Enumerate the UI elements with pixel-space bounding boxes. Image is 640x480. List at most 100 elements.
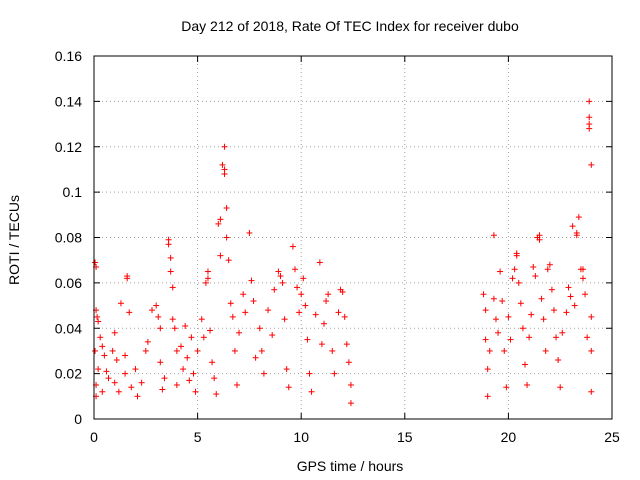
data-point <box>331 370 338 377</box>
data-point <box>511 266 518 273</box>
data-point <box>542 347 549 354</box>
data-point <box>339 288 346 295</box>
data-point <box>586 98 593 105</box>
data-point <box>167 254 174 261</box>
data-point <box>550 307 557 314</box>
data-point <box>144 338 151 345</box>
data-point <box>167 268 174 275</box>
data-point <box>300 275 307 282</box>
x-tick-label: 5 <box>194 429 202 445</box>
data-point <box>161 375 168 382</box>
data-point <box>103 368 110 375</box>
data-point <box>132 366 139 373</box>
x-axis-label: GPS time / hours <box>297 458 404 474</box>
data-point <box>94 313 101 320</box>
data-point <box>221 143 228 150</box>
data-point <box>335 309 342 316</box>
data-point <box>184 354 191 361</box>
data-point <box>555 357 562 364</box>
data-point <box>113 357 120 364</box>
data-point <box>567 293 574 300</box>
data-point <box>521 361 528 368</box>
data-point <box>329 347 336 354</box>
data-point <box>519 325 526 332</box>
data-point <box>557 384 564 391</box>
data-point <box>95 318 102 325</box>
data-point <box>341 313 348 320</box>
data-point <box>279 279 286 286</box>
chart-title: Day 212 of 2018, Rate Of TEC Index for r… <box>181 18 519 34</box>
data-point <box>190 370 197 377</box>
data-point <box>586 125 593 132</box>
data-point <box>588 388 595 395</box>
data-point <box>588 313 595 320</box>
data-point <box>517 300 524 307</box>
data-point <box>200 334 207 341</box>
y-tick-label: 0.04 <box>55 320 82 336</box>
data-point <box>306 370 313 377</box>
data-point <box>553 334 560 341</box>
data-point <box>225 257 232 264</box>
y-tick-label: 0.12 <box>55 139 82 155</box>
data-point <box>269 332 276 339</box>
data-point <box>318 341 325 348</box>
data-point <box>115 388 122 395</box>
data-point <box>211 375 218 382</box>
data-point <box>484 393 491 400</box>
data-point <box>186 377 193 384</box>
data-point <box>347 381 354 388</box>
data-point <box>569 223 576 230</box>
data-point <box>323 298 330 305</box>
data-point <box>248 277 255 284</box>
data-point <box>198 316 205 323</box>
data-point <box>236 329 243 336</box>
data-point <box>495 329 502 336</box>
data-point <box>294 284 301 291</box>
data-point <box>507 336 514 343</box>
data-point <box>325 291 332 298</box>
data-point <box>217 216 224 223</box>
data-point <box>227 300 234 307</box>
data-point <box>194 347 201 354</box>
y-tick-label: 0.06 <box>55 275 82 291</box>
data-point <box>302 302 309 309</box>
data-point <box>563 309 570 316</box>
data-point <box>138 379 145 386</box>
data-point <box>111 329 118 336</box>
data-point <box>528 311 535 318</box>
data-point <box>588 161 595 168</box>
data-point <box>571 302 578 309</box>
y-tick-label: 0.08 <box>55 230 82 246</box>
data-point <box>99 388 106 395</box>
y-tick-label: 0.14 <box>55 93 82 109</box>
data-point <box>213 391 220 398</box>
data-point <box>124 275 131 282</box>
data-point <box>526 334 533 341</box>
data-point <box>289 243 296 250</box>
data-point <box>575 214 582 221</box>
axis-ticks: 0 5 10 15 20 25 0 0.02 0.04 0.06 0.08 0.1 0.12 0.14 0.… <box>55 48 620 445</box>
y-tick-label: 0.1 <box>63 184 83 200</box>
x-tick-label: 0 <box>90 429 98 445</box>
data-point <box>308 388 315 395</box>
data-point <box>540 316 547 323</box>
data-point <box>490 232 497 239</box>
data-point <box>165 241 172 248</box>
data-point <box>149 307 156 314</box>
data-point <box>223 205 230 212</box>
data-point <box>134 393 141 400</box>
data-point <box>312 311 319 318</box>
data-point <box>231 347 238 354</box>
data-point <box>99 343 106 350</box>
data-point <box>188 334 195 341</box>
data-point <box>544 266 551 273</box>
data-point <box>111 379 118 386</box>
data-point <box>277 273 284 280</box>
data-point <box>345 359 352 366</box>
data-point <box>316 259 323 266</box>
data-point <box>169 316 176 323</box>
data-point <box>105 375 112 382</box>
data-point <box>155 313 162 320</box>
data-point <box>579 266 586 273</box>
data-point <box>559 329 566 336</box>
